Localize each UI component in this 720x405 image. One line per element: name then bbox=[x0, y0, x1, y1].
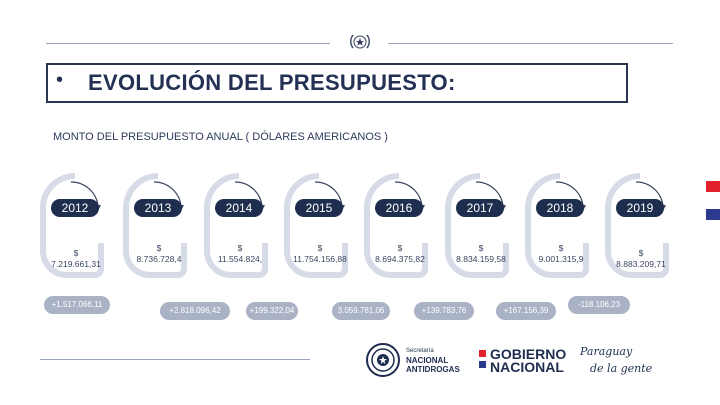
gobierno-line1: GOBIERNO bbox=[490, 346, 567, 362]
header-divider-right bbox=[388, 43, 673, 44]
amount-currency: $ bbox=[237, 243, 243, 253]
amount-value: 8.834.159,58 bbox=[456, 254, 506, 264]
header-divider-left bbox=[46, 43, 330, 44]
year-label: 2017 bbox=[456, 199, 504, 217]
senad-line3: ANTIDROGAS bbox=[406, 365, 460, 374]
paraguay-line1: Paraguay bbox=[580, 345, 633, 358]
gobierno-mark-icon bbox=[479, 350, 486, 357]
footer-divider bbox=[40, 359, 310, 360]
diff-pill: -118.106,23 bbox=[568, 296, 630, 314]
diff-pill: +2.818.096,42 bbox=[160, 302, 230, 320]
amount-currency: $ bbox=[638, 248, 644, 258]
year-label: 2019 bbox=[616, 199, 664, 217]
title-box: • EVOLUCIÓN DEL PRESUPUESTO: bbox=[46, 63, 628, 103]
senad-seal-icon bbox=[365, 342, 401, 378]
amount-value: 7.219.661,31 bbox=[51, 259, 101, 269]
amount-value: 9.001.315,9 bbox=[538, 254, 584, 264]
year-label: 2012 bbox=[51, 199, 99, 217]
senad-line1: Secretaría bbox=[406, 348, 434, 354]
diff-pill: +139.783,76 bbox=[414, 302, 474, 320]
amount-currency: $ bbox=[478, 243, 484, 253]
year-label: 2018 bbox=[536, 199, 584, 217]
gobierno-line2: NACIONAL bbox=[490, 359, 564, 375]
amount-value: 8.694.375,82 bbox=[375, 254, 425, 264]
senad-line2: NACIONAL bbox=[406, 356, 449, 365]
star-wreath-icon bbox=[347, 30, 373, 56]
amount-value: 8.883.209,71 bbox=[616, 259, 666, 269]
paraguay-line2: de la gente bbox=[590, 362, 653, 375]
diff-pill: 3.059.781,06 bbox=[332, 302, 390, 320]
paraguay-flag-icon bbox=[706, 181, 720, 192]
year-label: 2016 bbox=[375, 199, 423, 217]
chart-subtitle: MONTO DEL PRESUPUESTO ANUAL ( DÓLARES AM… bbox=[53, 131, 388, 143]
amount-currency: $ bbox=[558, 243, 564, 253]
diff-pill: +1.517.066,11 bbox=[44, 296, 110, 314]
amount-currency: $ bbox=[397, 243, 403, 253]
title-bullet: • bbox=[56, 69, 64, 91]
diff-pill: +167.156,39 bbox=[496, 302, 556, 320]
amount-currency: $ bbox=[156, 243, 162, 253]
amount-value: 8.736.728,4 bbox=[136, 254, 182, 264]
year-label: 2014 bbox=[215, 199, 263, 217]
amount-currency: $ bbox=[73, 248, 79, 258]
year-label: 2015 bbox=[295, 199, 343, 217]
paraguay-flag-icon-blue bbox=[706, 209, 720, 220]
gobierno-mark-icon-blue bbox=[479, 361, 486, 368]
page-title: EVOLUCIÓN DEL PRESUPUESTO: bbox=[88, 70, 456, 95]
amount-currency: $ bbox=[317, 243, 323, 253]
diff-pill: +199.322,04 bbox=[246, 302, 298, 320]
year-label: 2013 bbox=[134, 199, 182, 217]
amount-value: 11.554.824, bbox=[217, 254, 263, 264]
amount-value: 11.754.156,88 bbox=[293, 254, 347, 264]
